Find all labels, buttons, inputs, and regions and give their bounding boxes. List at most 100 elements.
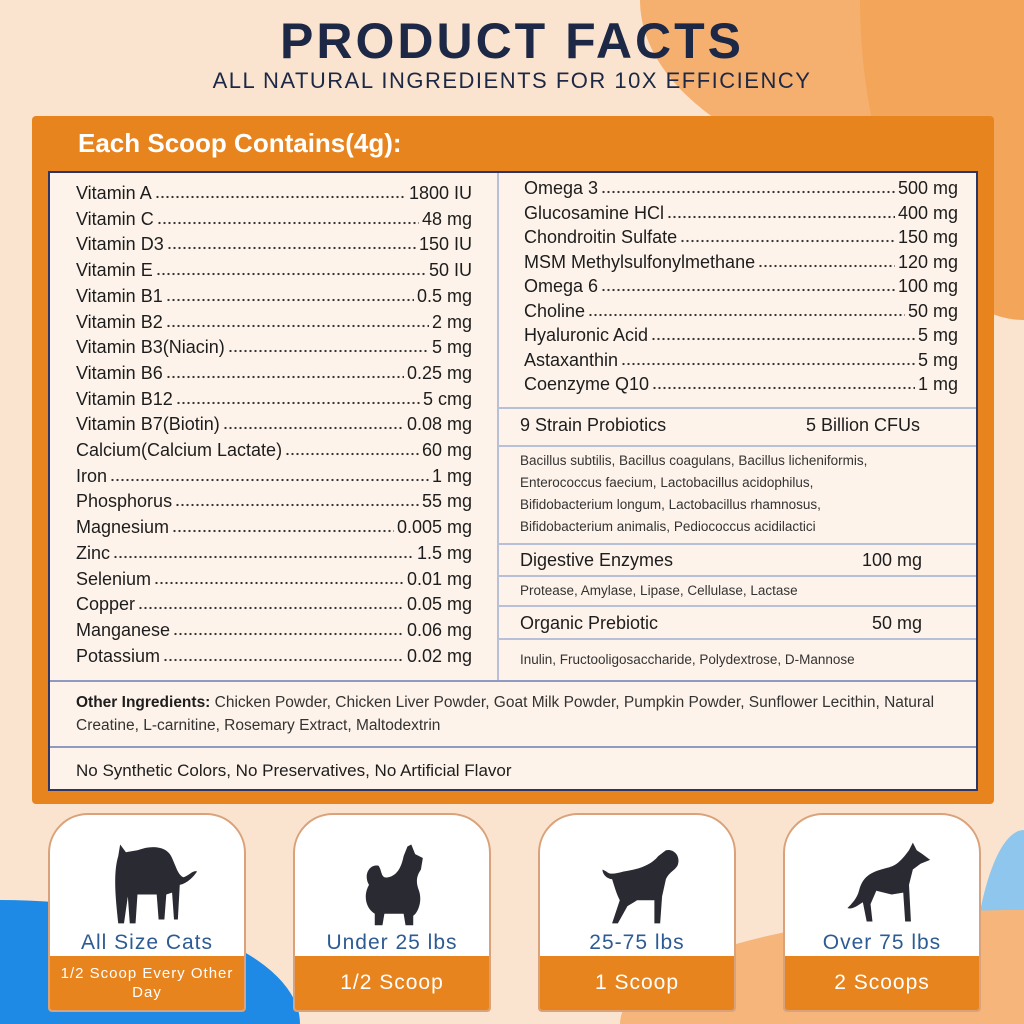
dot-leader xyxy=(175,400,420,405)
nutrient-value: 100 mg xyxy=(897,276,958,296)
nutrient-row: Omega 6 100 mg xyxy=(524,274,958,299)
dot-leader xyxy=(758,263,895,268)
vitamins-minerals-list: Vitamin A 1800 IU Vitamin C 48 mg Vitamin D3… xyxy=(76,181,472,669)
dose-label: 1 Scoop xyxy=(540,956,734,1010)
divider xyxy=(50,746,976,748)
nutrient-name: Manganese xyxy=(76,619,171,640)
nutrient-value: 0.25 mg xyxy=(406,362,472,383)
nutrient-name: Astaxanthin xyxy=(524,349,619,370)
nutrient-row: Coenzyme Q10 1 mg xyxy=(524,372,958,397)
nutrient-value: 1800 IU xyxy=(408,183,472,203)
divider xyxy=(497,407,976,409)
nutrient-value: 120 mg xyxy=(897,251,958,272)
dot-leader xyxy=(165,374,404,379)
page-title: PRODUCT FACTS xyxy=(280,13,744,69)
nutrient-name: Omega 6 xyxy=(524,276,599,296)
dose-label: 1/2 Scoop Every Other Day xyxy=(50,956,244,1010)
nutrient-row: Vitamin B1 0.5 mg xyxy=(76,284,472,310)
weight-label: Over 75 lbs xyxy=(822,931,942,954)
dot-leader xyxy=(222,426,404,431)
nutrient-value: 1.5 mg xyxy=(416,542,472,563)
nutrient-value: 50 IU xyxy=(428,260,472,281)
dose-label: 1/2 Scoop xyxy=(295,956,489,1010)
dot-leader xyxy=(588,312,905,317)
nutrient-value: 500 mg xyxy=(897,178,958,198)
dot-leader xyxy=(154,195,406,199)
nutrient-name: Zinc xyxy=(76,542,111,563)
nutrient-name: Vitamin B7(Biotin) xyxy=(76,414,220,435)
nutrient-value: 0.005 mg xyxy=(396,517,472,538)
dot-leader xyxy=(621,361,915,366)
nutrient-row: Hyaluronic Acid 5 mg xyxy=(524,323,958,348)
nutrient-value: 5 cmg xyxy=(422,388,472,409)
nutrient-value: 150 IU xyxy=(418,234,472,255)
nutrient-name: Vitamin A xyxy=(76,183,152,203)
nutrient-row: Zinc 1.5 mg xyxy=(76,541,472,567)
nutrient-value: 1 mg xyxy=(431,465,472,486)
nutrient-value: 50 mg xyxy=(907,300,958,321)
page-subtitle: ALL NATURAL INGREDIENTS FOR 10X EFFICIEN… xyxy=(212,68,812,93)
nutrient-value: 0.08 mg xyxy=(406,414,472,435)
nutrient-row: MSM Methylsulfonylmethane 120 mg xyxy=(524,250,958,275)
nutrient-row: Vitamin D3 150 IU xyxy=(76,232,472,258)
divider xyxy=(497,605,976,607)
nutrient-row: Vitamin B3(Niacin) 5 mg xyxy=(76,335,472,361)
dot-leader xyxy=(601,190,895,194)
nutrient-name: Choline xyxy=(524,300,586,321)
dosage-card: 25-75 lbs 1 Scoop xyxy=(538,813,736,1012)
nutrient-value: 2 mg xyxy=(431,311,472,332)
other-text: Chicken Powder, Chicken Liver Powder, Go… xyxy=(76,694,935,734)
free-from-statement: No Synthetic Colors, No Preservatives, N… xyxy=(76,761,512,780)
enzymes-value: 100 mg xyxy=(861,550,922,570)
dot-leader xyxy=(680,239,895,243)
nutrient-row: Phosphorus 55 mg xyxy=(76,489,472,515)
nutrient-name: Vitamin C xyxy=(76,208,154,229)
enzymes-heading: Digestive Enzymes 100 mg xyxy=(520,550,950,571)
strain-line: Bifidobacterium longum, Lactobacillus rh… xyxy=(520,497,821,512)
nutrient-name: Selenium xyxy=(76,568,152,589)
nutrient-value: 150 mg xyxy=(897,227,958,247)
divider xyxy=(497,638,976,640)
nutrient-row: Potassium 0.02 mg xyxy=(76,644,472,670)
nutrient-value: 5 mg xyxy=(917,349,958,370)
dosage-card: All Size Cats 1/2 Scoop Every Other Day xyxy=(48,813,246,1012)
nutrient-name: Phosphorus xyxy=(76,491,173,512)
nutrient-name: Vitamin B12 xyxy=(76,388,173,409)
nutrient-row: Magnesium 0.005 mg xyxy=(76,515,472,541)
weight-label: 25-75 lbs xyxy=(589,931,685,954)
nutrient-value: 0.05 mg xyxy=(406,594,472,615)
nutrient-row: Vitamin B6 0.25 mg xyxy=(76,361,472,387)
nutrient-name: Coenzyme Q10 xyxy=(524,374,650,394)
nutrient-name: Vitamin B1 xyxy=(76,285,163,306)
large-dog-icon xyxy=(847,842,931,922)
nutrient-name: Hyaluronic Acid xyxy=(524,325,649,345)
dot-leader xyxy=(601,288,895,292)
dot-leader xyxy=(165,297,414,302)
dot-leader xyxy=(156,220,419,225)
cat-icon xyxy=(115,844,198,924)
nutrient-row: Chondroitin Sulfate 150 mg xyxy=(524,225,958,250)
nutrient-name: Chondroitin Sulfate xyxy=(524,227,678,247)
prebiotic-value: 50 mg xyxy=(871,613,922,633)
nutrient-row: Choline 50 mg xyxy=(524,299,958,324)
nutrient-row: Vitamin C 48 mg xyxy=(76,207,472,233)
probiotic-strains: Bacillus subtilis, Bacillus coagulans, B… xyxy=(520,450,970,538)
prebiotic-heading: Organic Prebiotic 50 mg xyxy=(520,613,950,634)
nutrient-name: Omega 3 xyxy=(524,178,599,198)
nutrient-name: Magnesium xyxy=(76,517,170,538)
nutrient-value: 5 mg xyxy=(431,337,472,358)
nutrient-name: Copper xyxy=(76,594,136,615)
nutrient-value: 0.02 mg xyxy=(406,645,472,666)
nutrient-value: 55 mg xyxy=(421,491,472,512)
dot-leader xyxy=(154,580,404,585)
dose-label: 2 Scoops xyxy=(785,956,979,1010)
nutrient-name: Glucosamine HCl xyxy=(524,202,665,223)
nutrient-name: MSM Methylsulfonylmethane xyxy=(524,251,756,272)
divider xyxy=(497,543,976,545)
strain-line: Bifidobacterium animalis, Pediococcus ac… xyxy=(520,519,816,534)
nutrient-row: Astaxanthin 5 mg xyxy=(524,348,958,373)
nutrient-name: Vitamin D3 xyxy=(76,234,164,255)
panel-heading: Each Scoop Contains(4g): xyxy=(78,128,402,158)
facts-panel: Each Scoop Contains(4g): Vitamin A 1800 I… xyxy=(32,116,994,804)
nutrient-row: Vitamin B2 2 mg xyxy=(76,310,472,336)
